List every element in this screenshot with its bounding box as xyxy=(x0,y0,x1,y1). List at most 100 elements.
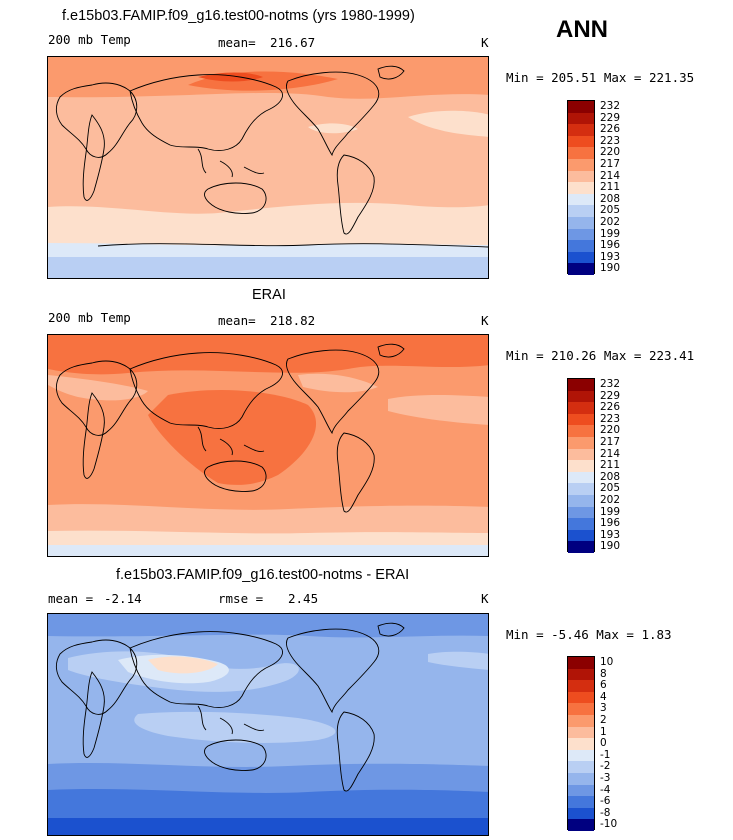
colorbar-swatch xyxy=(568,158,594,171)
colorbar-tick-label: 2 xyxy=(600,714,607,726)
colorbar-swatch xyxy=(568,796,594,808)
panel3-rmse-label: rmse = xyxy=(218,591,264,606)
panel2-minmax: Min = 210.26 Max = 223.41 xyxy=(506,348,695,363)
colorbar-swatch xyxy=(568,379,594,391)
colorbar-tick-label: 208 xyxy=(600,470,621,483)
colorbar-swatch xyxy=(568,772,594,785)
panel2-colorbar xyxy=(567,378,595,553)
panel1-colorbar xyxy=(567,100,595,275)
panel1-unit: K xyxy=(481,35,489,50)
panel3-mean-label: mean = xyxy=(48,591,94,606)
colorbar-tick-label: 217 xyxy=(600,158,621,170)
colorbar-tick-label: 205 xyxy=(600,482,621,495)
colorbar-swatch xyxy=(568,436,594,449)
colorbar-tick-label: -2 xyxy=(600,760,611,773)
panel3-rmse-value: 2.45 xyxy=(288,591,319,606)
panel3-mean-value: -2.14 xyxy=(104,591,142,606)
colorbar-tick-label: 3 xyxy=(600,702,607,715)
colorbar-tick-label: -8 xyxy=(600,806,611,819)
colorbar-tick-label: 205 xyxy=(600,204,621,217)
colorbar-tick-label: 199 xyxy=(600,227,621,240)
colorbar-swatch xyxy=(568,112,594,125)
colorbar-swatch xyxy=(568,124,594,136)
colorbar-swatch xyxy=(568,471,594,484)
colorbar-swatch xyxy=(568,518,594,530)
colorbar-swatch xyxy=(568,448,594,461)
panel1-minmax: Min = 205.51 Max = 221.35 xyxy=(506,70,695,85)
colorbar-swatch xyxy=(568,506,594,519)
colorbar-swatch xyxy=(568,541,594,553)
panel2-unit: K xyxy=(481,313,489,328)
colorbar-swatch xyxy=(568,390,594,403)
colorbar-tick-label: -3 xyxy=(600,772,611,784)
colorbar-swatch xyxy=(568,726,594,739)
colorbar-swatch xyxy=(568,703,594,715)
colorbar-tick-label: 4 xyxy=(600,690,607,703)
panel2-mean-value: 218.82 xyxy=(270,313,316,328)
panel3-unit: K xyxy=(481,591,489,606)
colorbar-tick-label: 196 xyxy=(600,239,621,252)
colorbar-swatch xyxy=(568,182,594,194)
colorbar-swatch xyxy=(568,147,594,159)
colorbar-tick-label: 220 xyxy=(600,424,621,437)
colorbar-tick-label: 1 xyxy=(600,725,607,738)
colorbar-tick-label: 10 xyxy=(600,656,614,668)
colorbar-swatch xyxy=(568,784,594,797)
colorbar-swatch xyxy=(568,101,594,113)
colorbar-swatch xyxy=(568,402,594,414)
panel3-minmax: Min = -5.46 Max = 1.83 xyxy=(506,627,672,642)
colorbar-tick-label: 214 xyxy=(600,169,621,182)
colorbar-tick-label: 190 xyxy=(600,540,621,553)
panel1-coastlines xyxy=(55,65,488,248)
panel3-title: f.e15b03.FAMIP.f09_g16.test00-notms - ER… xyxy=(116,567,410,583)
colorbar-tick-label: 202 xyxy=(600,216,621,228)
colorbar-tick-label: -4 xyxy=(600,783,611,796)
colorbar-tick-label: 214 xyxy=(600,447,621,460)
colorbar-tick-label: 6 xyxy=(600,679,607,692)
colorbar-tick-label: -1 xyxy=(600,748,611,761)
colorbar-tick-label: 229 xyxy=(600,389,621,402)
colorbar-swatch xyxy=(568,170,594,183)
colorbar-tick-label: 193 xyxy=(600,250,621,263)
panel2-coastlines xyxy=(55,343,405,513)
colorbar-swatch xyxy=(568,738,594,750)
colorbar-tick-label: 211 xyxy=(600,181,621,194)
colorbar-tick-label: -10 xyxy=(600,818,618,831)
colorbar-swatch xyxy=(568,216,594,229)
colorbar-swatch xyxy=(568,193,594,206)
panel1-map xyxy=(47,56,489,279)
panel1-mean-value: 216.67 xyxy=(270,35,316,50)
colorbar-tick-label: 226 xyxy=(600,123,621,136)
panel2-title: ERAI xyxy=(252,287,286,303)
panel1-title: f.e15b03.FAMIP.f09_g16.test00-notms (yrs… xyxy=(62,8,415,24)
colorbar-tick-label: 232 xyxy=(600,100,621,112)
colorbar-swatch xyxy=(568,761,594,773)
colorbar-tick-label: 193 xyxy=(600,528,621,541)
panel2-variable-label: 200 mb Temp xyxy=(48,310,131,325)
colorbar-swatch xyxy=(568,460,594,472)
colorbar-swatch xyxy=(568,251,594,264)
colorbar-swatch xyxy=(568,749,594,762)
colorbar-swatch xyxy=(568,807,594,820)
season-label: ANN xyxy=(556,16,608,43)
colorbar-tick-label: 232 xyxy=(600,378,621,390)
panel1-variable-label: 200 mb Temp xyxy=(48,32,131,47)
colorbar-swatch xyxy=(568,529,594,542)
panel2-mean-label: mean= xyxy=(218,313,256,328)
panel3-colorbar xyxy=(567,656,595,831)
colorbar-tick-label: 199 xyxy=(600,505,621,518)
colorbar-swatch xyxy=(568,205,594,217)
colorbar-swatch xyxy=(568,494,594,507)
colorbar-swatch xyxy=(568,425,594,437)
colorbar-swatch xyxy=(568,714,594,727)
panel3-coastlines xyxy=(55,622,405,792)
colorbar-tick-label: 202 xyxy=(600,494,621,506)
colorbar-swatch xyxy=(568,668,594,681)
colorbar-swatch xyxy=(568,819,594,831)
colorbar-swatch xyxy=(568,135,594,148)
colorbar-swatch xyxy=(568,263,594,275)
colorbar-swatch xyxy=(568,413,594,426)
colorbar-tick-label: 0 xyxy=(600,737,607,750)
colorbar-tick-label: 223 xyxy=(600,134,621,147)
colorbar-tick-label: 223 xyxy=(600,412,621,425)
